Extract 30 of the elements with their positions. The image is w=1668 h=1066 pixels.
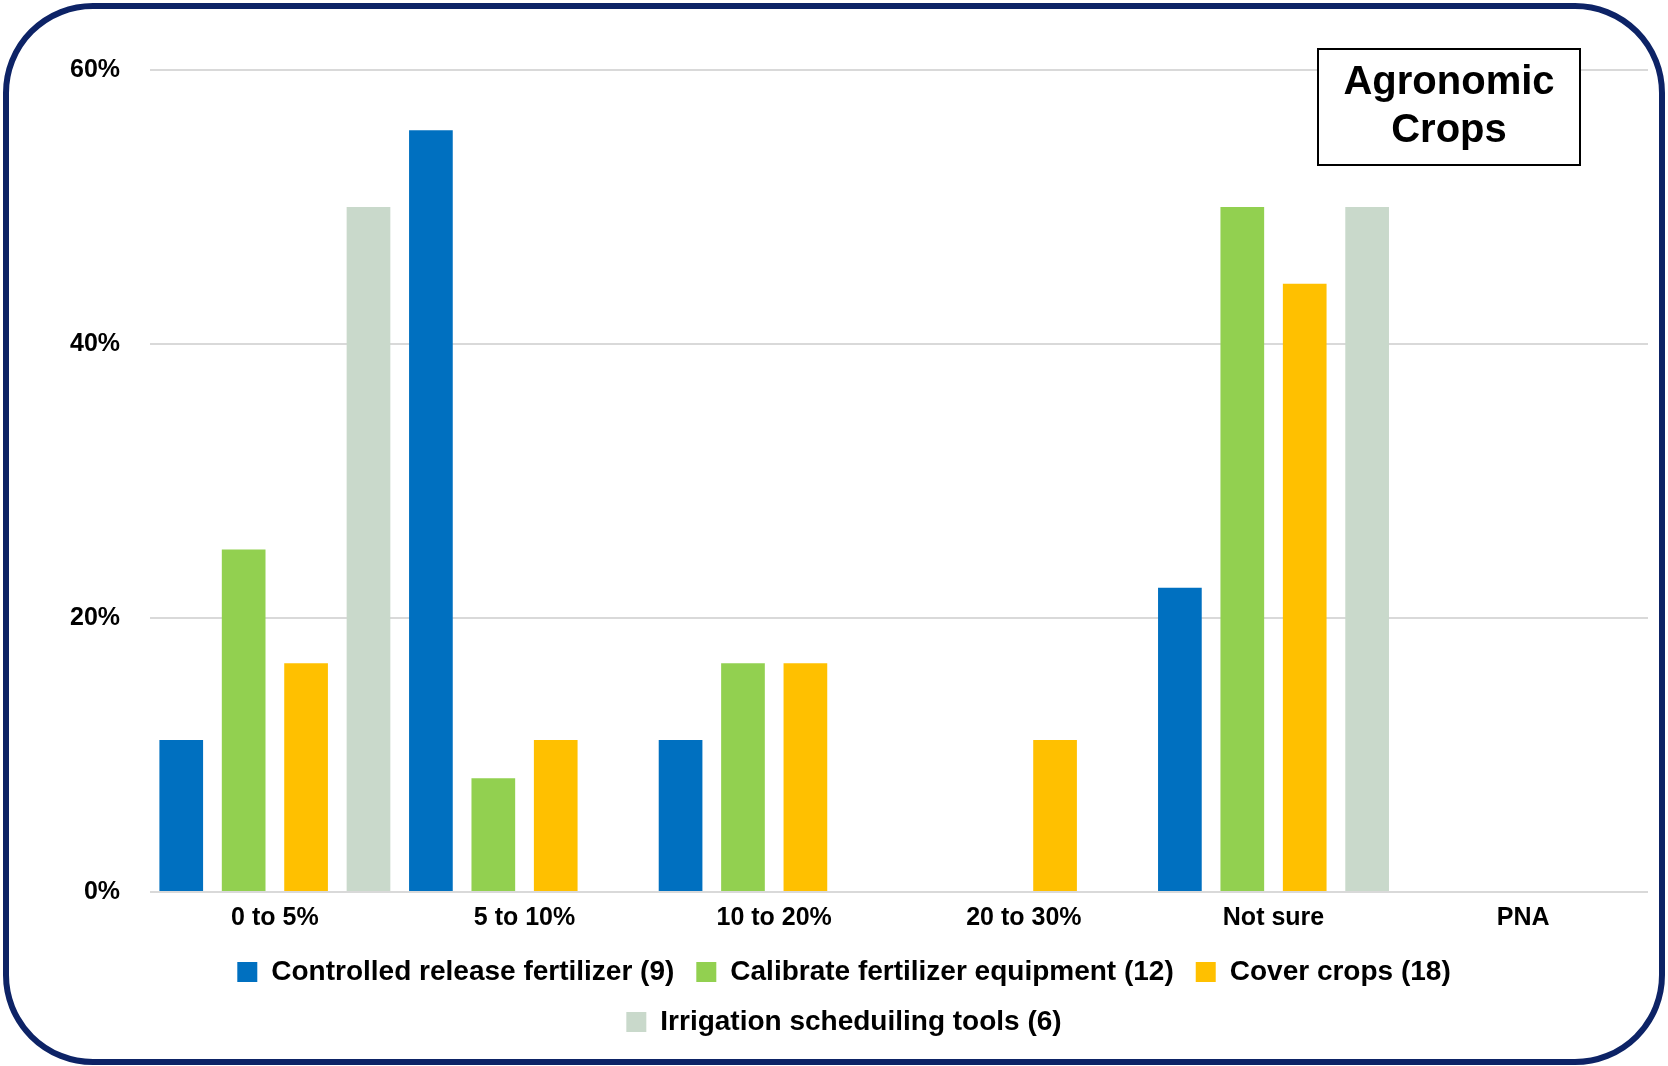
x-tick-label: PNA [1496,901,1550,930]
bar [284,663,328,891]
legend-label: Calibrate fertilizer equipment (12) [730,954,1174,986]
y-tick-label: 60% [69,53,121,82]
x-tick-label: 5 to 10% [473,901,576,930]
bar [409,130,453,891]
bar [1282,283,1327,891]
bar [1158,587,1202,891]
x-tick-label: Not sure [1222,901,1325,930]
x-tick-label: 10 to 20% [716,901,832,930]
bar [533,739,578,891]
bar [783,663,828,891]
bar [1033,739,1077,891]
legend-label: Irrigation scheduiling tools (6) [660,1004,1062,1036]
y-tick-label: 0% [83,875,121,904]
x-tick-label: 20 to 30% [966,901,1082,930]
x-tick-label: 0 to 5% [231,901,319,930]
bar [471,778,516,891]
legend-label: Cover crops (18) [1229,954,1451,986]
bar [221,549,266,891]
chart-title: Agronomic Crops [1343,58,1555,151]
bar [721,663,765,891]
bar [1220,207,1265,891]
bar [658,739,703,891]
y-tick-label: 20% [69,601,121,630]
bar [1345,207,1389,891]
bar [159,739,204,891]
legend-label: Controlled release fertilizer (9) [271,954,675,986]
y-tick-label: 40% [69,327,121,356]
bar [346,207,391,891]
